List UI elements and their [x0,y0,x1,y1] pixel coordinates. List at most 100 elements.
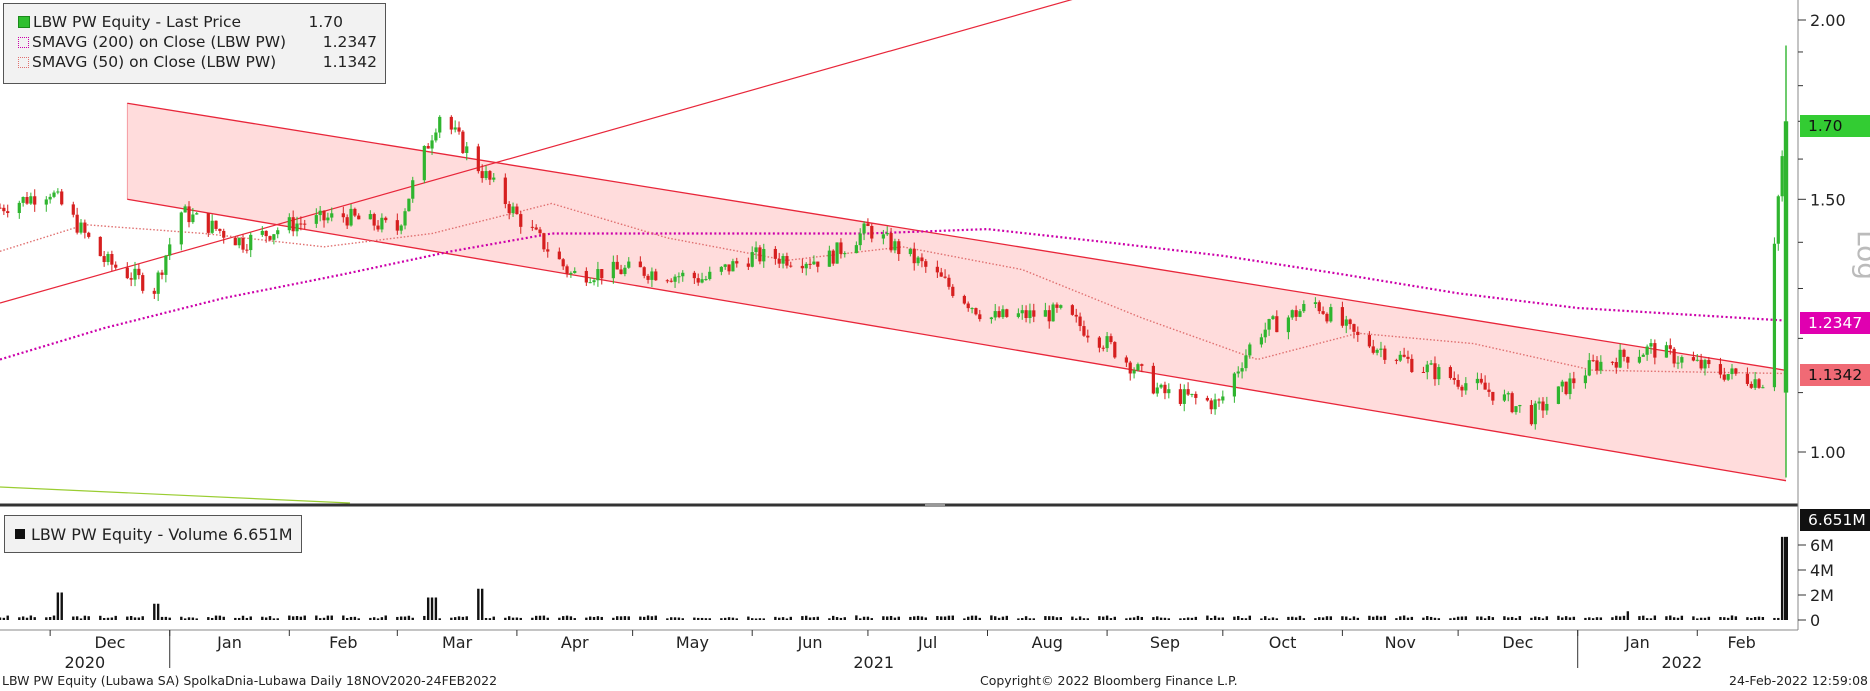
candle[interactable] [1541,397,1545,418]
candle[interactable] [1240,362,1244,379]
volume-bar[interactable] [893,617,897,620]
volume-bar[interactable] [102,617,106,620]
volume-bar[interactable] [79,618,83,620]
candle[interactable] [731,258,735,272]
candle[interactable] [1194,391,1198,405]
candle[interactable] [1695,354,1699,362]
volume-bar[interactable] [210,617,214,620]
candle[interactable] [237,237,241,249]
volume-bar[interactable] [33,617,36,620]
candle[interactable] [1406,350,1410,364]
volume-bar[interactable] [376,618,380,620]
candle[interactable] [156,270,160,302]
candle[interactable] [1653,339,1657,365]
candle[interactable] [642,266,646,279]
volume-bar[interactable] [245,617,249,620]
volume-bar[interactable] [29,615,33,620]
volume-bar[interactable] [886,616,889,620]
volume-bar[interactable] [1406,617,1410,620]
volume-bar[interactable] [704,618,708,620]
volume-bar[interactable] [1611,617,1614,620]
volume-bar[interactable] [1426,616,1429,620]
candle[interactable] [314,208,318,228]
candle[interactable] [665,279,669,284]
volume-bar[interactable] [1186,617,1190,620]
candle[interactable] [542,232,546,252]
volume-bar[interactable] [909,616,912,620]
volume-bar[interactable] [1665,616,1668,620]
candle[interactable] [129,272,133,287]
candle[interactable] [1529,400,1534,426]
volume-bar[interactable] [1167,618,1171,620]
candle[interactable] [704,275,708,281]
volume-bar[interactable] [515,617,519,620]
volume-bar[interactable] [855,615,858,620]
candle[interactable] [1190,393,1194,398]
volume-bar[interactable] [48,616,52,620]
price-legend[interactable]: LBW PW Equity - Last Price 1.70 SMAVG (2… [3,3,386,84]
volume-bar[interactable] [430,597,434,621]
volume-bar[interactable] [1588,617,1591,620]
volume-bar[interactable] [882,616,885,620]
candle[interactable] [1583,369,1588,389]
candle[interactable] [480,164,484,183]
volume-bar[interactable] [83,615,87,620]
volume-bar[interactable] [1730,615,1734,620]
volume-bar[interactable] [133,617,137,620]
candle[interactable] [727,264,731,275]
candle[interactable] [1340,301,1344,328]
volume-bar[interactable] [423,615,426,620]
candle[interactable] [781,253,785,269]
candle[interactable] [1124,355,1128,367]
volume-bar[interactable] [1429,616,1433,620]
volume-bar[interactable] [642,616,646,620]
candle[interactable] [48,193,52,204]
candle[interactable] [449,115,453,135]
volume-bar[interactable] [156,603,160,620]
volume-bar[interactable] [781,617,785,620]
candle[interactable] [1622,348,1626,362]
volume-bar[interactable] [700,617,704,620]
volume-bar[interactable] [870,618,873,620]
candle[interactable] [939,267,943,277]
candle[interactable] [989,316,993,324]
volume-bar[interactable] [758,618,762,620]
candle[interactable] [164,254,168,283]
volume-bar[interactable] [1537,617,1541,620]
candle[interactable] [1707,357,1711,369]
candle[interactable] [1086,329,1090,343]
candle[interactable] [268,235,272,242]
candle[interactable] [0,203,2,209]
volume-bar[interactable] [1136,615,1140,620]
volume-bar[interactable] [654,615,657,620]
volume-bar[interactable] [453,617,457,620]
candle[interactable] [326,212,330,224]
candle[interactable] [1024,305,1028,323]
volume-bar[interactable] [1318,617,1321,620]
candle[interactable] [1718,357,1723,379]
volume-bar[interactable] [241,615,245,620]
candle[interactable] [1155,382,1159,397]
candle[interactable] [619,264,623,275]
candle[interactable] [1078,312,1082,332]
candle[interactable] [511,202,515,218]
volume-bar[interactable] [1453,617,1456,620]
candle[interactable] [885,226,889,237]
volume-bar[interactable] [1017,618,1020,620]
volume-bar[interactable] [1368,615,1371,620]
candle[interactable] [206,213,210,237]
candle[interactable] [1290,309,1294,320]
volume-bar[interactable] [276,618,279,620]
candle[interactable] [1780,150,1784,202]
volume-bar[interactable] [534,615,538,620]
volume-bar[interactable] [372,617,376,620]
candle[interactable] [1321,306,1325,315]
candle[interactable] [546,242,550,258]
candle[interactable] [461,130,465,154]
volume-bar[interactable] [6,615,9,620]
volume-bar[interactable] [596,616,600,620]
volume-bar[interactable] [1591,618,1595,620]
volume-bar[interactable] [1372,616,1375,620]
candle[interactable] [1641,353,1645,357]
candle[interactable] [600,269,604,285]
